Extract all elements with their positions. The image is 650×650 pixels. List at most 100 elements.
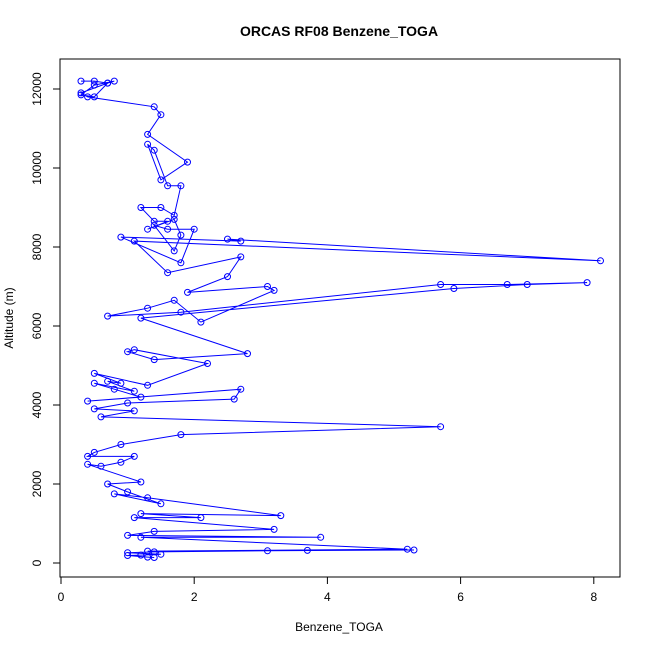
data-point xyxy=(224,273,231,281)
x-axis: 0 2 4 6 8 xyxy=(58,576,597,604)
data-point xyxy=(77,77,85,85)
data-point xyxy=(317,533,325,541)
data-point xyxy=(204,360,211,367)
data-point xyxy=(157,176,165,184)
data-point xyxy=(90,93,98,101)
data-point xyxy=(177,308,185,316)
data-point xyxy=(124,552,132,559)
data-point xyxy=(137,204,145,211)
x-axis-label: Benzene_TOGA xyxy=(295,620,383,634)
data-point xyxy=(137,478,145,486)
data-point xyxy=(117,379,125,387)
data-point xyxy=(130,387,138,395)
data-point xyxy=(144,304,152,312)
data-point xyxy=(117,458,125,466)
data-point xyxy=(170,247,178,255)
data-point xyxy=(90,81,98,89)
series-line xyxy=(79,80,601,558)
data-point xyxy=(84,93,92,101)
data-point xyxy=(184,288,191,296)
data-point xyxy=(110,490,118,498)
x-tick-label: 4 xyxy=(324,590,331,604)
data-point xyxy=(130,452,138,460)
data-point xyxy=(150,217,158,225)
y-tick-label: 6000 xyxy=(30,312,44,339)
data-point xyxy=(157,550,165,558)
x-tick-label: 0 xyxy=(58,590,65,604)
y-tick-label: 2000 xyxy=(30,470,44,497)
data-point xyxy=(110,77,118,85)
y-axis-label: Altitude (m) xyxy=(2,287,16,348)
data-point xyxy=(144,494,152,502)
data-point xyxy=(437,423,445,431)
data-point xyxy=(410,546,418,554)
data-point xyxy=(264,283,271,290)
data-point xyxy=(124,488,132,496)
data-point xyxy=(597,257,604,265)
x-tick-label: 2 xyxy=(191,590,198,604)
data-point xyxy=(230,395,238,403)
data-point xyxy=(164,182,172,190)
data-point xyxy=(144,225,152,233)
data-point xyxy=(150,527,158,535)
data-point xyxy=(197,318,205,326)
data-point xyxy=(303,546,311,554)
x-tick-label: 8 xyxy=(590,590,597,604)
data-point xyxy=(137,314,145,322)
data-point xyxy=(244,350,251,358)
data-point xyxy=(157,204,165,211)
x-tick-label: 6 xyxy=(457,590,464,604)
data-point xyxy=(104,480,112,488)
data-point xyxy=(450,285,458,292)
data-point xyxy=(164,269,172,277)
data-point xyxy=(237,385,245,393)
data-point xyxy=(150,554,158,561)
data-point xyxy=(97,462,105,470)
data-point xyxy=(144,130,152,138)
data-point xyxy=(170,215,178,223)
data-point xyxy=(184,158,191,166)
data-point xyxy=(157,111,165,119)
y-tick-label: 8000 xyxy=(30,233,44,260)
y-tick-label: 0 xyxy=(30,559,44,566)
y-axis: 0 2000 4000 6000 8000 10000 12000 xyxy=(30,72,61,566)
data-point xyxy=(130,346,138,354)
series-layer xyxy=(77,77,604,561)
data-point xyxy=(110,385,118,393)
data-point xyxy=(170,211,178,219)
y-tick-label: 12000 xyxy=(30,72,44,106)
data-point xyxy=(583,279,591,287)
data-point xyxy=(190,225,198,233)
data-point xyxy=(157,500,165,508)
data-point xyxy=(124,531,132,539)
data-point xyxy=(104,79,112,87)
data-point xyxy=(137,510,145,518)
data-point xyxy=(144,553,152,561)
data-point xyxy=(150,146,158,154)
data-point xyxy=(84,460,92,468)
chart-title: ORCAS RF08 Benzene_TOGA xyxy=(240,23,438,39)
data-point xyxy=(90,369,98,377)
data-point xyxy=(124,549,132,557)
data-point xyxy=(104,312,112,320)
data-point xyxy=(237,253,245,261)
y-tick-label: 4000 xyxy=(30,391,44,418)
data-point xyxy=(403,545,411,553)
data-point xyxy=(170,296,178,304)
data-point xyxy=(177,182,185,190)
data-point xyxy=(84,452,92,460)
data-point xyxy=(137,533,145,541)
data-point xyxy=(117,233,125,241)
data-point xyxy=(264,547,271,555)
data-point xyxy=(270,286,278,294)
data-point xyxy=(130,514,138,522)
data-point xyxy=(150,221,158,229)
data-point xyxy=(523,281,531,288)
data-point xyxy=(84,397,92,405)
data-point xyxy=(130,407,138,415)
data-point xyxy=(90,448,98,456)
data-point xyxy=(150,356,158,364)
data-point xyxy=(90,379,98,387)
data-point xyxy=(503,281,511,288)
